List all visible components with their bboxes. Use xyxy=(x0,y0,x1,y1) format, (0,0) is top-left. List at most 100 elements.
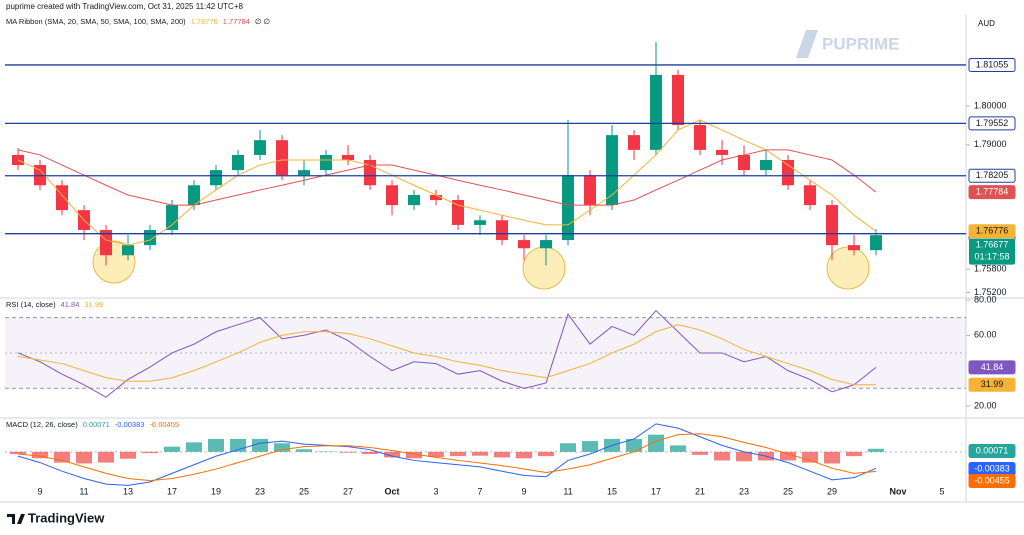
legend-text: 0.00071 xyxy=(83,420,110,429)
candle-body xyxy=(298,170,310,176)
price-tag-bg xyxy=(968,185,1016,200)
candle-body xyxy=(518,240,530,249)
candle-body xyxy=(320,154,332,171)
countdown: 01:17:58 xyxy=(974,252,1009,262)
histogram-bar xyxy=(582,441,598,452)
x-tick-label: 11 xyxy=(563,486,572,496)
histogram-bar xyxy=(406,451,422,459)
candle-body xyxy=(474,220,486,225)
candle-body xyxy=(672,74,684,126)
histogram-bar xyxy=(186,442,202,452)
candle-body xyxy=(430,194,442,201)
histogram-bar xyxy=(714,451,730,461)
price-tag: 1.77784 xyxy=(976,186,1009,196)
price-tag-bg xyxy=(968,116,1016,131)
candle-body xyxy=(166,205,178,230)
histogram-bar xyxy=(560,443,576,452)
macd-line xyxy=(17,423,877,486)
candle-body xyxy=(386,185,398,206)
histogram-bar xyxy=(208,438,224,452)
histogram-bar xyxy=(120,451,136,459)
candle-body xyxy=(100,229,112,256)
candle-body xyxy=(210,170,222,186)
x-tick-label: Oct xyxy=(384,486,399,496)
candle-body xyxy=(760,159,772,171)
y-tick-label: 80.00 xyxy=(974,294,997,304)
candle-body xyxy=(562,175,574,241)
legend-text: MA Ribbon (SMA, 20, SMA, 50, SMA, 100, S… xyxy=(6,17,186,26)
histogram-bar xyxy=(54,451,70,463)
histogram-bar xyxy=(384,451,400,458)
histogram-bar xyxy=(868,448,884,452)
price-tag: -0.00383 xyxy=(974,463,1010,473)
credit: puprime created with TradingView.com, Oc… xyxy=(6,2,243,11)
price-tag: 1.79552 xyxy=(976,118,1009,128)
histogram-bar xyxy=(648,434,664,452)
x-tick-label: 7 xyxy=(477,486,482,496)
candle-body xyxy=(606,135,618,206)
candle-body xyxy=(540,240,552,249)
candle-body xyxy=(782,159,794,186)
watermark-logo: PUPRIME xyxy=(796,30,899,58)
histogram-bar xyxy=(274,443,290,452)
candle-body xyxy=(826,205,838,246)
candle-body xyxy=(716,149,728,155)
histogram-bar xyxy=(142,451,158,454)
indicator-line xyxy=(17,324,877,386)
candle-body xyxy=(56,185,68,211)
histogram-bar xyxy=(846,451,862,457)
brand-logo: TradingView xyxy=(7,510,105,525)
candle-body xyxy=(848,245,860,251)
candle-body xyxy=(188,185,200,206)
y-tick-label: 60.00 xyxy=(974,330,997,340)
x-tick-label: 15 xyxy=(607,486,617,496)
histogram-bar xyxy=(450,451,466,457)
price-tag: 1.81055 xyxy=(976,59,1009,69)
price-tag: -0.00455 xyxy=(974,475,1010,485)
x-tick-label: 17 xyxy=(651,486,661,496)
watermark: PUPRIME xyxy=(822,34,899,53)
legend-text: MACD (12, 26, close) xyxy=(6,420,78,429)
price-tag: 0.00071 xyxy=(976,445,1009,455)
price-tag-bg xyxy=(968,360,1016,375)
legend-text: 41.84 xyxy=(61,300,80,309)
histogram-bar xyxy=(692,451,708,455)
x-tick-label: 23 xyxy=(255,486,265,496)
candle-body xyxy=(452,200,464,225)
price-tag-bg xyxy=(968,474,1016,488)
y-tick-label: 1.75800 xyxy=(974,264,1007,274)
x-tick-label: 11 xyxy=(79,486,88,496)
legend-text: 1.77784 xyxy=(223,17,250,26)
candle-body xyxy=(122,245,134,256)
candle-body xyxy=(254,140,266,155)
histogram-bar xyxy=(252,438,268,452)
histogram-bar xyxy=(296,449,312,452)
candle-body xyxy=(694,125,706,150)
candle-body xyxy=(342,154,354,160)
histogram-bar xyxy=(362,451,378,454)
histogram-bar xyxy=(802,451,818,463)
x-tick-label: 27 xyxy=(343,486,353,496)
x-tick-label: Nov xyxy=(889,486,906,496)
x-tick-label: 23 xyxy=(739,486,749,496)
price-tag: 41.84 xyxy=(981,362,1004,372)
histogram-bar xyxy=(824,451,840,464)
y-tick-label: 20.00 xyxy=(974,400,997,410)
price-tag-bg xyxy=(968,444,1016,458)
x-tick-label: 5 xyxy=(939,486,944,496)
histogram-bar xyxy=(76,451,92,464)
histogram-bar xyxy=(472,451,488,456)
legend-text: 31.99 xyxy=(84,300,103,309)
histogram-bar xyxy=(670,445,686,452)
histogram-bar xyxy=(780,451,796,461)
candle-body xyxy=(584,175,596,206)
legend-text: -0.00383 xyxy=(115,420,145,429)
histogram-bar xyxy=(340,451,356,453)
x-tick-label: 13 xyxy=(123,486,133,496)
price-tag-bg xyxy=(968,168,1016,183)
legend-text: ∅ ∅ xyxy=(255,17,271,26)
candle-body xyxy=(628,135,640,150)
x-tick-label: 25 xyxy=(783,486,793,496)
candle-body xyxy=(804,185,816,206)
price-tag: 1.76677 xyxy=(976,240,1009,250)
